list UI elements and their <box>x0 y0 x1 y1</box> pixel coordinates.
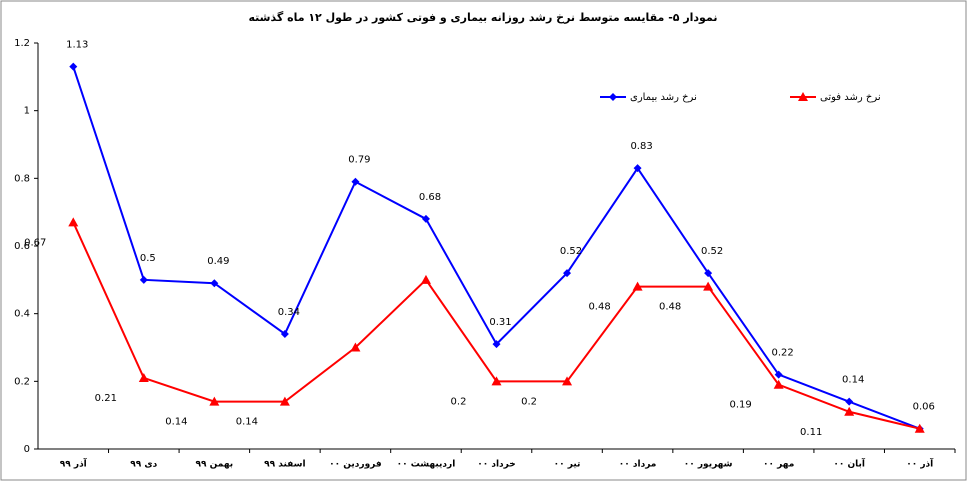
data-label: 1.13 <box>66 40 88 51</box>
x-tick-label: مرداد ۰۰ <box>619 460 657 470</box>
x-tick-label: اسفند ۹۹ <box>264 460 305 470</box>
data-point <box>562 376 573 386</box>
data-point <box>420 274 431 284</box>
x-tick-label: تیر ۰۰ <box>554 460 581 470</box>
data-label: 0.79 <box>348 155 370 166</box>
data-label: 0.31 <box>489 317 511 328</box>
data-label: 0.83 <box>630 141 652 152</box>
x-tick-label: مهر ۰۰ <box>763 460 794 470</box>
data-point <box>279 396 290 406</box>
data-point <box>280 329 289 338</box>
data-label: 0.52 <box>701 246 723 257</box>
data-point <box>351 177 360 186</box>
data-point <box>633 164 642 173</box>
data-label: 0.5 <box>140 253 156 264</box>
data-point <box>632 281 643 291</box>
y-tick-label: 1.2 <box>14 38 30 49</box>
data-point <box>68 217 79 227</box>
data-label: 0.14 <box>236 417 258 428</box>
data-point <box>69 62 78 71</box>
data-label: 0.48 <box>659 302 681 313</box>
legend-label: نرخ رشد فوتی <box>820 92 881 103</box>
data-point <box>209 396 220 406</box>
data-label: 0.19 <box>730 400 752 411</box>
y-tick-label: 1 <box>24 106 30 117</box>
data-label: 0.68 <box>419 192 441 203</box>
data-point <box>492 340 501 349</box>
data-label: 0.2 <box>451 396 467 407</box>
data-label: 0.11 <box>800 427 822 438</box>
data-point <box>139 275 148 284</box>
y-tick-label: 0.8 <box>14 173 30 184</box>
data-label: 0.49 <box>207 256 229 267</box>
x-tick-label: دی ۹۹ <box>130 460 157 470</box>
x-tick-label: آذر ۰۰ <box>906 458 934 470</box>
x-tick-label: اردیبهشت ۰۰ <box>397 460 456 470</box>
legend-marker <box>609 93 617 101</box>
data-point <box>704 269 713 278</box>
data-point <box>421 214 430 223</box>
data-point <box>491 376 502 386</box>
y-tick-label: 0.4 <box>14 309 30 320</box>
y-tick-label: 0.6 <box>14 241 30 252</box>
x-tick-label: فروردین ۰۰ <box>329 460 382 470</box>
data-label: 0.2 <box>521 396 537 407</box>
x-tick-label: شهریور ۰۰ <box>684 460 733 470</box>
data-point <box>210 279 219 288</box>
data-label: 0.52 <box>560 246 582 257</box>
y-tick-label: 0.2 <box>14 376 30 387</box>
data-label: 0.67 <box>24 237 46 248</box>
data-point <box>703 281 714 291</box>
data-point <box>563 269 572 278</box>
data-point <box>774 370 783 379</box>
data-point <box>350 342 361 352</box>
data-point <box>773 379 784 389</box>
data-point <box>845 397 854 406</box>
data-label: 0.34 <box>278 307 300 318</box>
chart-title: نمودار ۵- مقایسه متوسط نرخ رشد روزانه بی… <box>249 11 718 24</box>
data-point <box>138 372 149 382</box>
data-label: 0.22 <box>772 348 794 359</box>
legend-label: نرخ رشد بیماری <box>630 92 697 103</box>
data-label: 0.21 <box>95 393 117 404</box>
legend-marker <box>798 92 808 101</box>
x-tick-label: بهمن ۹۹ <box>196 460 234 470</box>
data-label: 0.06 <box>913 402 935 413</box>
data-point <box>844 406 855 416</box>
data-label: 0.48 <box>588 302 610 313</box>
data-point <box>914 423 925 433</box>
x-tick-label: خرداد ۰۰ <box>477 460 516 470</box>
data-label: 0.14 <box>165 417 187 428</box>
y-tick-label: 0 <box>24 444 30 455</box>
x-tick-label: آبان ۰۰ <box>833 458 866 470</box>
x-tick-label: آذر ۹۹ <box>60 458 88 470</box>
data-label: 0.14 <box>842 375 864 386</box>
